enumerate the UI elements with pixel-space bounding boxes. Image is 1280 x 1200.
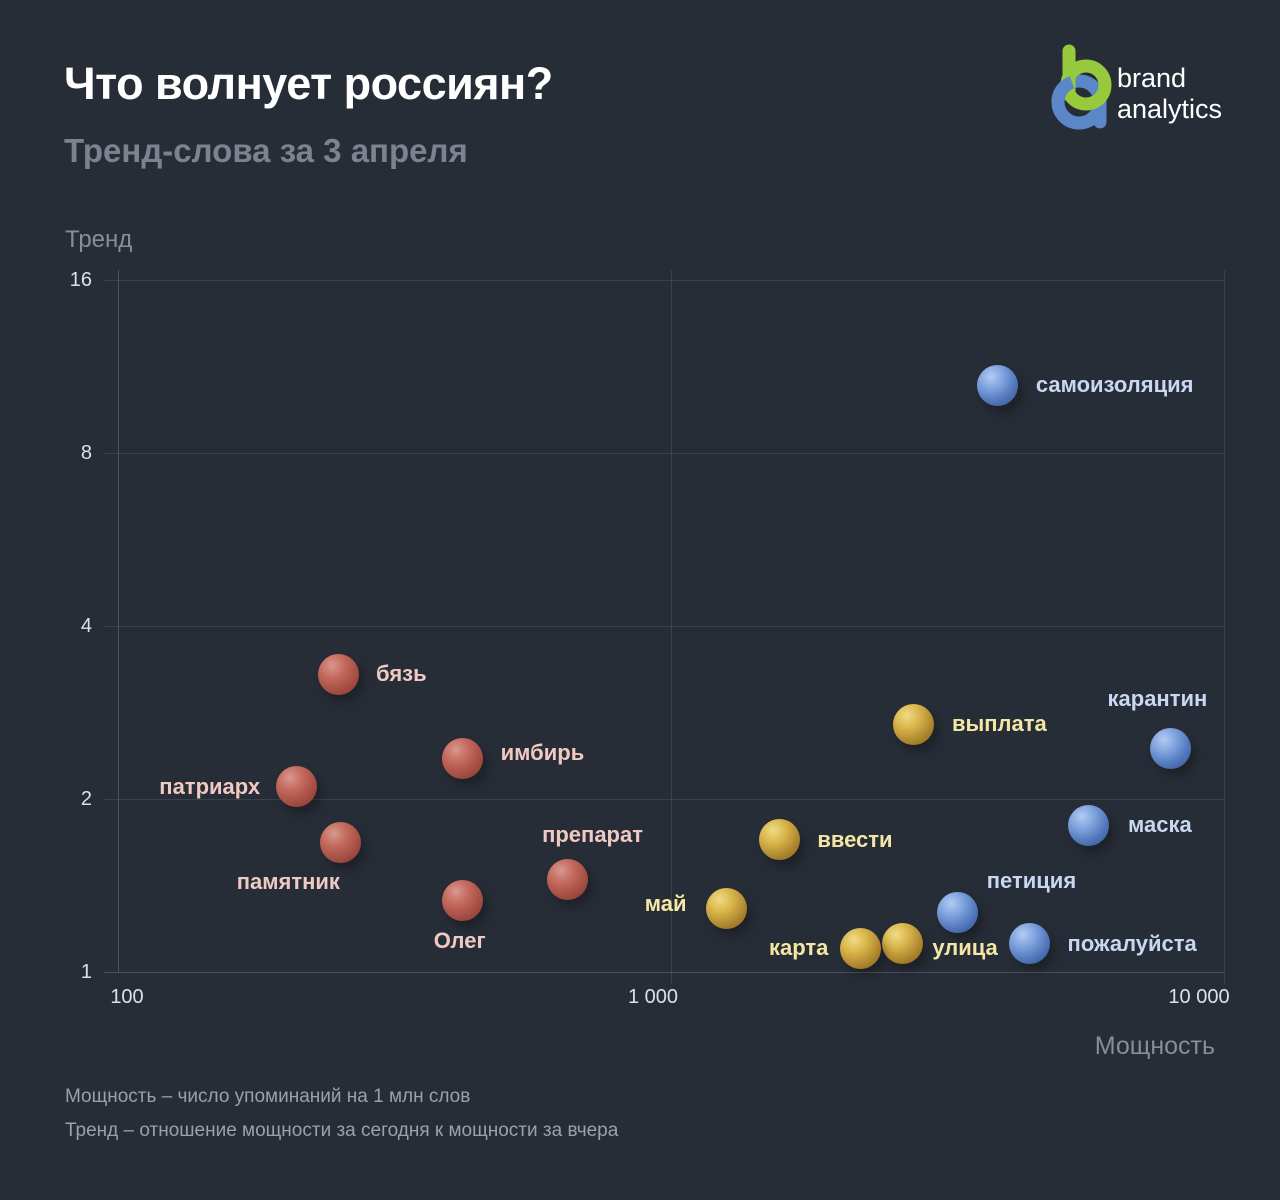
bubble-label: май xyxy=(644,891,687,917)
bubble-label: выплата xyxy=(951,711,1047,737)
bubble-label: памятник xyxy=(236,868,340,894)
footnote-trend: Тренд – отношение мощности за сегодня к … xyxy=(65,1120,619,1141)
bubble-label: препарат xyxy=(542,822,643,848)
bubble xyxy=(881,923,923,965)
bubble xyxy=(1149,727,1191,769)
bubble-label: карантин xyxy=(1107,686,1208,712)
bubble xyxy=(275,766,317,808)
y-axis-tick: 1 xyxy=(80,961,92,983)
bubble xyxy=(893,703,935,745)
y-gridline xyxy=(104,453,1224,454)
y-gridline xyxy=(104,626,1224,627)
bubble xyxy=(937,891,979,933)
bubble-label: карта xyxy=(768,935,829,961)
bubble xyxy=(706,887,747,929)
x-axis-tick: 10 000 xyxy=(1168,986,1230,1008)
bubble-label: имбирь xyxy=(500,739,585,765)
bubble xyxy=(317,653,359,695)
x-gridline xyxy=(1224,270,1225,983)
brand-logo-line1: brand xyxy=(1117,63,1187,93)
page-title: Что волнует россиян? xyxy=(64,58,553,109)
x-axis-line xyxy=(104,972,1224,973)
bubble-label: улица xyxy=(932,934,998,960)
y-axis-tick: 16 xyxy=(69,269,92,291)
y-axis-line xyxy=(118,270,119,972)
bubble-label: бязь xyxy=(376,661,427,686)
x-axis-tick: 1 000 xyxy=(627,986,679,1008)
y-axis-title: Тренд xyxy=(65,226,133,253)
brand-logo-text: brand analytics xyxy=(1117,63,1222,125)
bubble-label: маска xyxy=(1127,812,1192,838)
bubble xyxy=(1009,923,1051,965)
y-axis-tick: 2 xyxy=(80,788,92,810)
brand-logo-line2: analytics xyxy=(1117,94,1223,124)
brand-analytics-logo: brand analytics xyxy=(1041,44,1222,140)
y-axis-tick: 8 xyxy=(80,442,92,464)
bubble xyxy=(977,364,1019,406)
x-gridline xyxy=(671,270,672,983)
x-axis-tick: 100 xyxy=(110,986,144,1008)
y-gridline xyxy=(104,280,1224,281)
bubble-label: Олег xyxy=(433,927,486,953)
brand-logo-icon xyxy=(1051,44,1112,130)
bubble-label: патриарх xyxy=(159,773,261,799)
x-axis-title: Мощность xyxy=(1094,1032,1215,1060)
bubble xyxy=(320,822,362,864)
bubble xyxy=(1068,804,1110,846)
bubble xyxy=(839,927,881,969)
bubble xyxy=(547,858,589,900)
bubble xyxy=(442,880,484,922)
page-subtitle: Тренд-слова за 3 апреля xyxy=(64,132,468,169)
footnote-power: Мощность – число упоминаний на 1 млн сло… xyxy=(65,1086,471,1107)
bubble-label: ввести xyxy=(817,826,893,852)
bubble xyxy=(442,738,484,780)
bubble-label: петиция xyxy=(986,868,1077,894)
y-axis-tick: 4 xyxy=(80,615,92,637)
y-gridline xyxy=(104,799,1224,800)
bubble-label: пожалуйста xyxy=(1067,930,1197,956)
bubble xyxy=(758,819,800,861)
bubble-label: самоизоляция xyxy=(1035,372,1194,398)
